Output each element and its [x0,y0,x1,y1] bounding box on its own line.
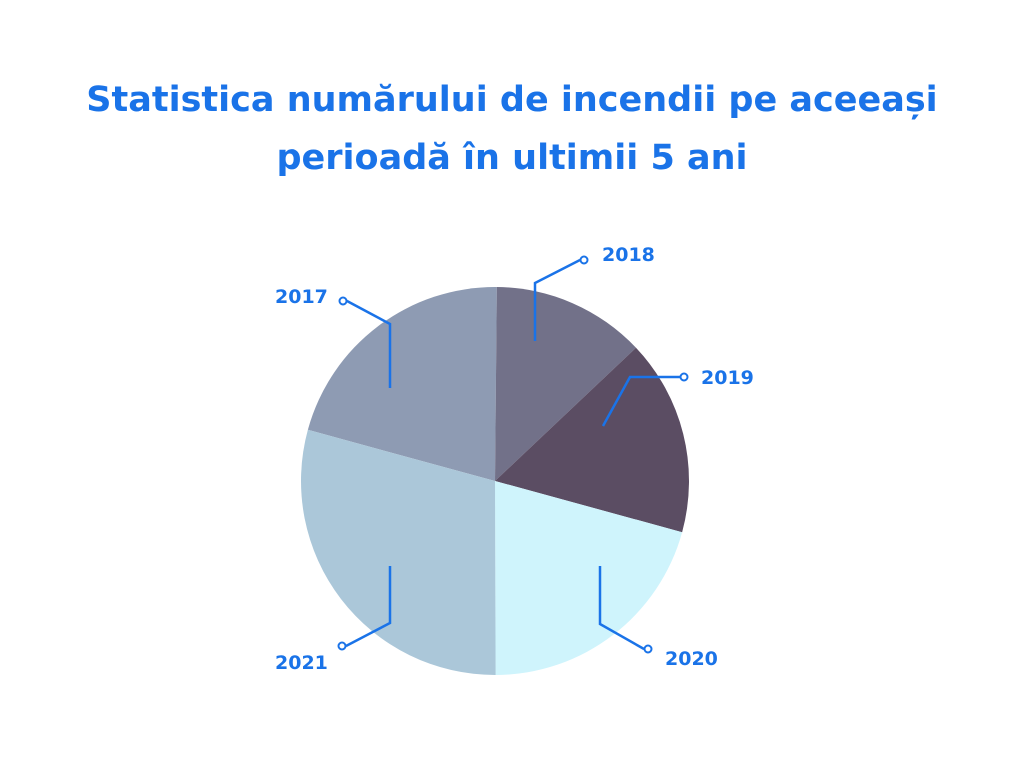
pie-leader-lines [337,255,689,654]
chart-title-line-1: Statistica numărului de incendii pe acee… [86,80,938,120]
leader-dot-2018 [579,255,589,265]
leader-line-2018 [533,258,581,341]
leader-dot-2017 [338,296,348,306]
pie-slice-2017 [307,287,497,481]
leader-line-2019 [601,375,680,427]
pie-slice-2021 [301,429,496,676]
slice-label-2019: 2019 [701,367,754,389]
leader-line-2020 [598,566,645,651]
leader-line-2021 [345,566,392,648]
slice-label-2017: 2017 [275,286,328,308]
pie-labels: 2017 2018 2019 2020 2021 [275,244,754,674]
leader-dot-2019 [679,372,689,382]
leader-dot-2021 [337,641,347,651]
pie-slice-2020 [495,481,683,675]
leader-line-2017 [346,299,392,388]
chart-title-line-2: perioadă în ultimii 5 ani [276,138,748,178]
pie-slice-2019 [495,347,689,533]
slice-label-2020: 2020 [665,648,718,670]
pie-slice-2018 [495,287,636,481]
slice-label-2021: 2021 [275,652,328,674]
pie-slices [301,287,689,676]
slice-label-2018: 2018 [602,244,655,266]
leader-dot-2020 [643,644,653,654]
